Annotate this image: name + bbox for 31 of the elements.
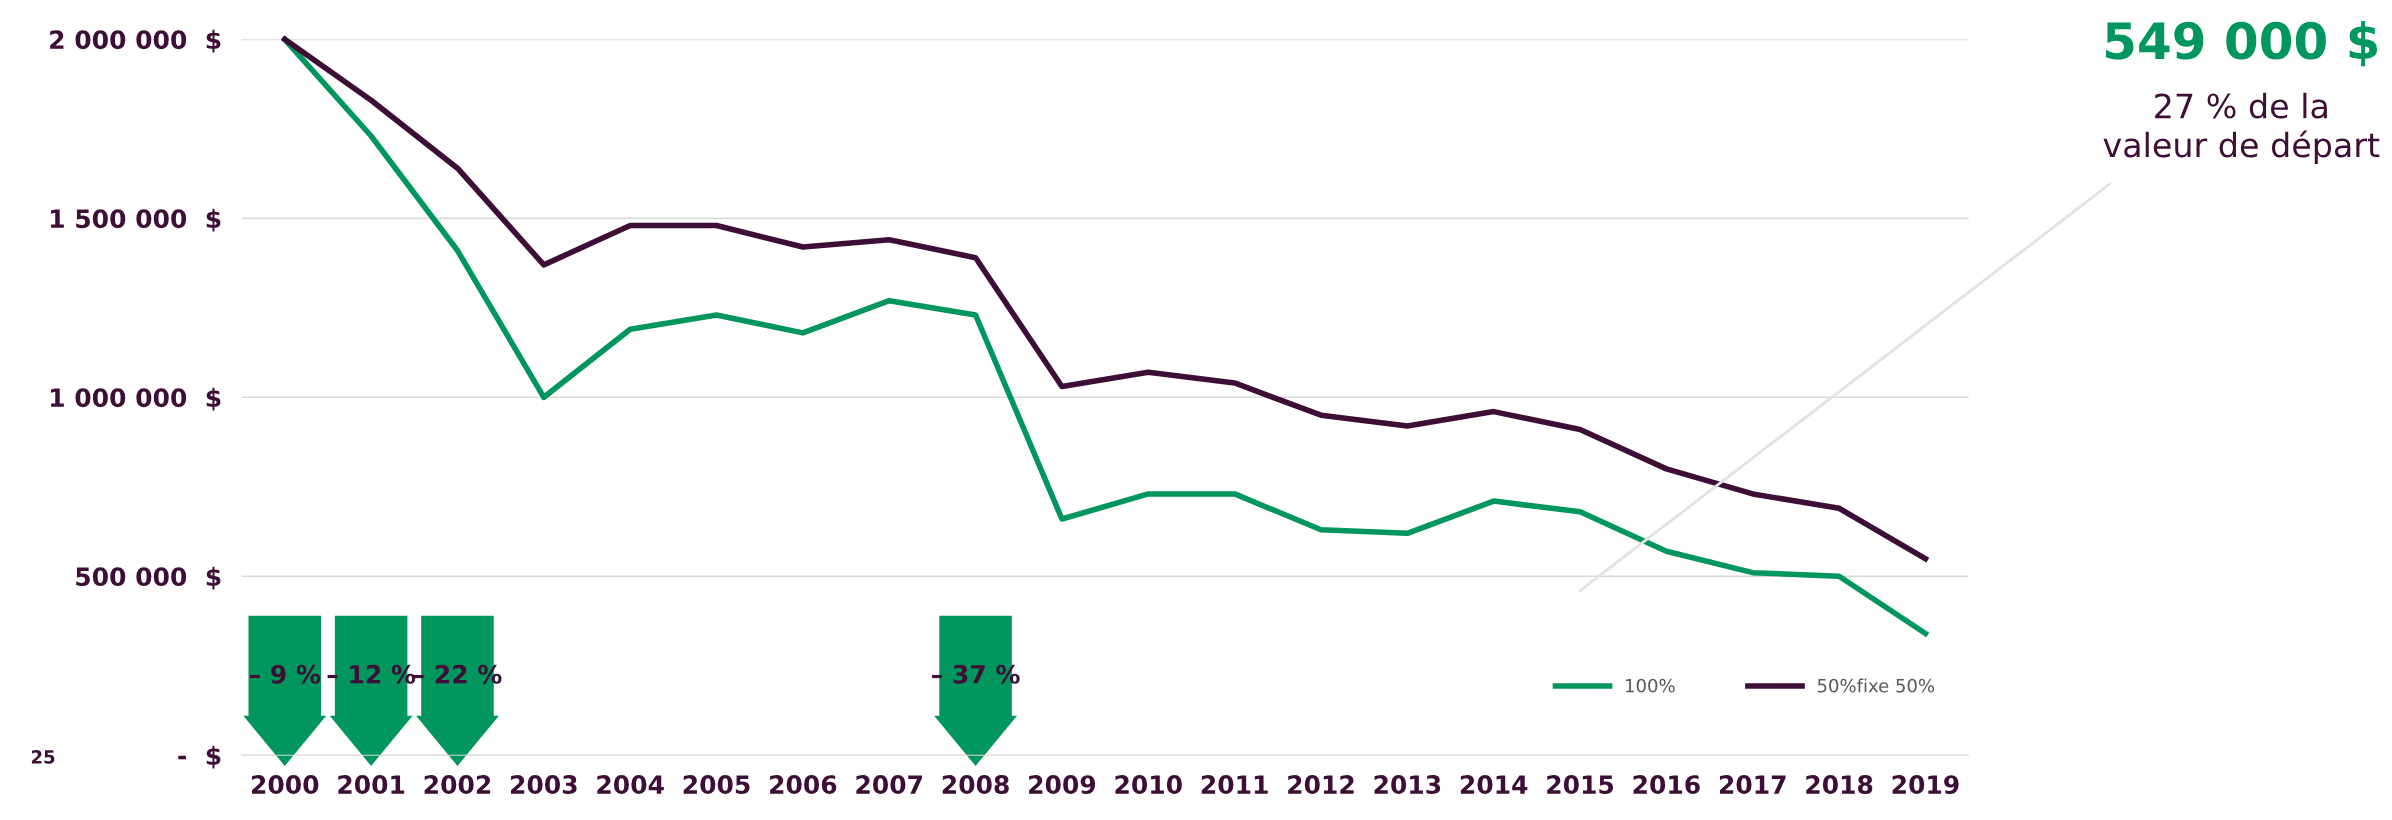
text: 549 000 $	[2106, 20, 2378, 67]
x-tick-label: 2009	[1029, 775, 1096, 795]
x-tick-label: 2005	[683, 775, 750, 795]
x-tick-label: 2008	[942, 775, 1009, 795]
annotation: – 9 %	[249, 664, 321, 684]
y-tick-label: - $	[178, 745, 221, 769]
x-tick-label: 2002	[424, 775, 491, 795]
x-tick-label: 2014	[1460, 775, 1528, 795]
x-tick-label: 2015	[1547, 775, 1614, 795]
x-tick-label: 2003	[511, 775, 577, 795]
x-tick-label: 2000	[251, 775, 319, 795]
y-tick-label: 2 000 000 $	[50, 29, 221, 53]
y-tick-label: 1 000 000 $	[51, 387, 221, 411]
text: 27 % de la valeur de départ	[2103, 92, 2380, 164]
x-tick-label: 2010	[1115, 775, 1182, 795]
x-tick-label: 2006	[770, 775, 837, 795]
x-tick-label: 2019	[1892, 775, 1959, 795]
x-tick-label: 2017	[1719, 775, 1786, 795]
x-tick-label: 2004	[597, 775, 664, 795]
x-tick-label: 2011	[1201, 775, 1268, 795]
x-tick-label: 2001	[338, 775, 405, 795]
x-tick-label: 2013	[1374, 775, 1441, 795]
x-tick-label: 2018	[1806, 775, 1873, 795]
x-tick-label: 2016	[1633, 775, 1700, 795]
text: 25	[31, 750, 55, 764]
x-tick-label: 2007	[856, 775, 923, 795]
legend-label: 100%	[1626, 678, 1675, 693]
legend-label: 50%fixe 50%	[1817, 678, 1935, 693]
y-tick-label: 500 000 $	[76, 566, 221, 590]
x-tick-label: 2012	[1288, 775, 1354, 795]
y-tick-label: 1 500 000 $	[51, 208, 221, 232]
